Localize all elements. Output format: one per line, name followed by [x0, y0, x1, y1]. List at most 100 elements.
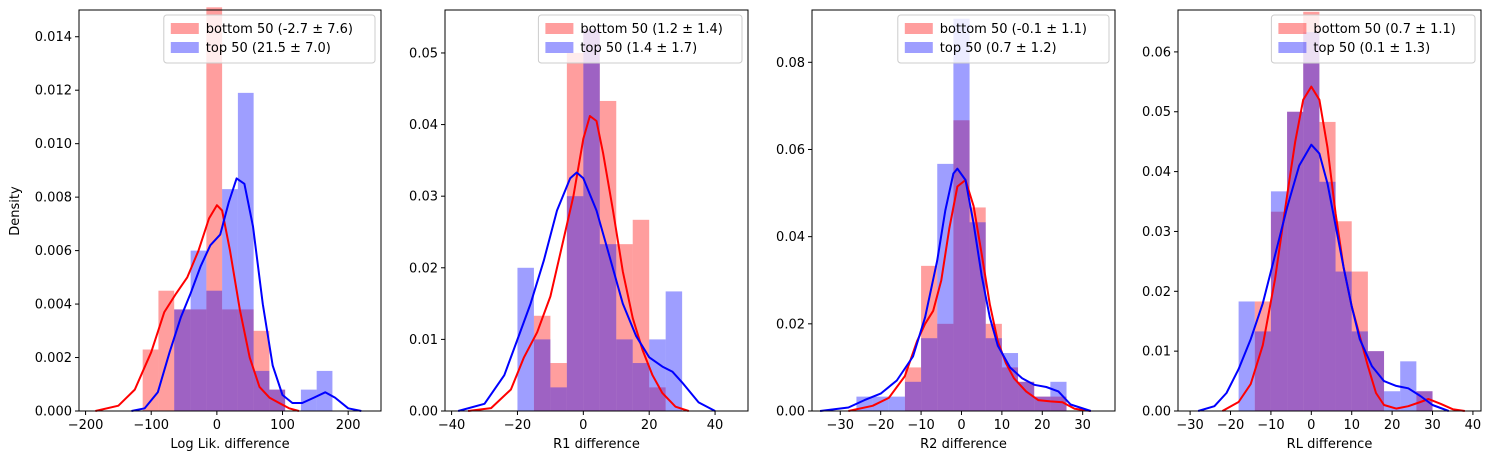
- y-tick-label: 0.01: [1142, 345, 1171, 360]
- histogram-bar: [953, 18, 970, 411]
- axes-frame: [78, 9, 382, 412]
- histogram-bar: [616, 339, 633, 411]
- histogram-bar: [206, 290, 223, 411]
- histogram-bar: [888, 396, 905, 411]
- histogram-bar: [1287, 111, 1304, 411]
- histogram-bar: [583, 29, 600, 412]
- x-axis-label: Log Lik. difference: [170, 437, 289, 452]
- legend-swatch: [170, 42, 199, 53]
- histogram-bar: [517, 267, 534, 411]
- y-tick-label: 0.04: [409, 118, 438, 133]
- y-tick-label: 0.06: [776, 143, 805, 158]
- histogram-bar: [533, 339, 551, 411]
- legend: bottom 50 (-0.1 ± 1.1) top 50 (0.7 ± 1.2): [897, 14, 1110, 64]
- histogram-bar: [1303, 11, 1320, 411]
- x-tick-label: 40: [707, 418, 724, 433]
- axes-frame: [811, 9, 1116, 412]
- histogram-bar: [1254, 301, 1271, 411]
- x-tick-label: 200: [336, 418, 361, 433]
- y-tick-label: 0.02: [776, 317, 805, 332]
- histogram-top-50: [174, 92, 333, 411]
- legend-box: [537, 14, 743, 64]
- legend-box: [163, 14, 376, 64]
- histogram-bar: [1001, 353, 1019, 411]
- x-tick-label: −200: [68, 418, 104, 433]
- y-tick-label: 0.04: [1142, 165, 1171, 180]
- y-tick-label: 0.012: [35, 84, 72, 99]
- x-tick-label: 10: [1343, 418, 1360, 433]
- subplot-2: −40 −20 0 20 40 0.00 0.01 0.02 0.03 0.04 0.05 R1 di…: [409, 9, 749, 452]
- y-tick-label: 0.08: [776, 56, 805, 71]
- x-tick-label: −10: [907, 418, 934, 433]
- x-tick-label: −40: [438, 418, 465, 433]
- legend-swatch: [1278, 23, 1307, 34]
- histogram-bar: [1270, 211, 1288, 411]
- subplot-1: −200 −100 0 100 200 0.000 0.002 0.004 0.006 0.008…: [35, 7, 382, 452]
- legend-swatch: [545, 42, 574, 53]
- subplot-3: −30 −20 −10 0 10 20 30 0.00 0.02 0.04 0.06 0.08 R2 d…: [776, 9, 1116, 452]
- legend-label: top 50 (0.7 ± 1.2): [940, 41, 1057, 56]
- x-axis-label: RL difference: [1287, 437, 1373, 452]
- legend: bottom 50 (1.2 ± 1.4) top 50 (1.4 ± 1.7): [537, 14, 743, 64]
- legend-label: top 50 (0.1 ± 1.3): [1313, 41, 1430, 56]
- histogram-bar: [550, 387, 567, 411]
- legend-label: bottom 50 (0.7 ± 1.1): [1313, 22, 1455, 37]
- x-tick-label: −100: [133, 418, 169, 433]
- x-tick-label: 30: [1074, 418, 1091, 433]
- x-tick-label: 10: [994, 418, 1011, 433]
- histogram-bar: [237, 309, 254, 411]
- histogram-bar: [174, 309, 191, 411]
- y-tick-label: 0.03: [1142, 225, 1171, 240]
- histogram-bar: [1319, 121, 1336, 411]
- histogram-bar: [1303, 32, 1320, 411]
- histogram-bottom-50: [142, 7, 286, 412]
- subplot-4: −30 −20 −10 0 10 20 30 40 0.00 0.01 0.02 0.03 0.04 0.…: [1142, 9, 1482, 452]
- y-tick-label: 0.02: [409, 261, 438, 276]
- histogram-bar: [1335, 221, 1352, 411]
- y-axis-label-density: Density: [8, 186, 23, 236]
- histogram-bar: [904, 381, 922, 411]
- kde-curve-top-50: [1197, 143, 1450, 412]
- histogram-bar: [1270, 191, 1288, 411]
- histogram-bar: [222, 189, 238, 411]
- x-tick-label: 20: [1034, 418, 1051, 433]
- histogram-bar: [1351, 331, 1368, 411]
- y-tick-label: 0.014: [35, 30, 72, 45]
- y-tick-label: 0.05: [409, 46, 438, 61]
- legend-box: [897, 14, 1110, 64]
- histogram-bar: [1400, 361, 1417, 411]
- x-tick-label: 0: [1307, 418, 1315, 433]
- x-tick-label: 30: [1424, 418, 1441, 433]
- histogram-bar: [1050, 396, 1067, 411]
- histogram-bar: [190, 309, 207, 411]
- legend-swatch: [1278, 42, 1307, 53]
- histogram-bottom-50: [1254, 11, 1433, 411]
- y-tick-label: 0.01: [409, 333, 438, 348]
- y-tick-label: 0.004: [35, 298, 72, 313]
- kde-curve-bottom-50: [848, 179, 1091, 412]
- histogram-bar: [1018, 381, 1035, 411]
- x-tick-label: 100: [270, 418, 295, 433]
- x-tick-label: −30: [827, 418, 854, 433]
- kde-curve-bottom-50: [95, 204, 300, 412]
- y-tick-label: 0.008: [35, 191, 72, 206]
- legend-label: bottom 50 (1.2 ± 1.4): [580, 22, 722, 37]
- y-tick-label: 0.00: [776, 405, 805, 420]
- axes-frame: [1177, 9, 1482, 412]
- legend-swatch: [170, 23, 199, 34]
- y-tick-label: 0.010: [35, 137, 72, 152]
- histogram-bar: [269, 389, 286, 411]
- histogram-bar: [253, 330, 270, 411]
- histogram-bar: [1319, 181, 1336, 411]
- histogram-bar: [937, 323, 954, 411]
- histogram-bar: [985, 338, 1002, 411]
- subplot-grid: −200 −100 0 100 2000.0000.0020.0040.0060.008…: [35, 7, 1482, 452]
- x-tick-label: −30: [1176, 418, 1203, 433]
- legend-swatch: [904, 23, 933, 34]
- histogram-bar: [566, 52, 584, 411]
- histogram-bar: [599, 244, 617, 411]
- legend-box: [1270, 14, 1476, 64]
- y-tick-label: 0.00: [1142, 405, 1171, 420]
- histogram-bar: [533, 315, 551, 411]
- x-tick-label: −10: [1257, 418, 1284, 433]
